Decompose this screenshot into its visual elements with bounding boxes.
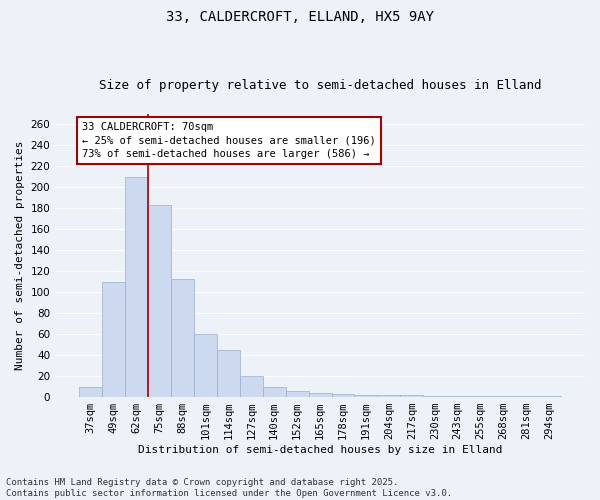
Bar — [469, 396, 492, 397]
Bar — [332, 394, 355, 397]
Bar — [446, 396, 469, 397]
Bar — [515, 396, 538, 397]
Bar — [171, 278, 194, 397]
Bar — [217, 350, 240, 397]
X-axis label: Distribution of semi-detached houses by size in Elland: Distribution of semi-detached houses by … — [138, 445, 502, 455]
Bar — [308, 393, 332, 397]
Bar — [194, 334, 217, 397]
Bar — [538, 396, 561, 397]
Bar — [400, 395, 423, 397]
Bar — [148, 205, 171, 397]
Bar — [286, 391, 308, 397]
Bar — [263, 386, 286, 397]
Bar — [102, 282, 125, 397]
Bar — [125, 177, 148, 397]
Bar — [423, 396, 446, 397]
Bar — [355, 395, 377, 397]
Bar — [492, 396, 515, 397]
Y-axis label: Number of semi-detached properties: Number of semi-detached properties — [15, 141, 25, 370]
Text: 33, CALDERCROFT, ELLAND, HX5 9AY: 33, CALDERCROFT, ELLAND, HX5 9AY — [166, 10, 434, 24]
Bar — [79, 386, 102, 397]
Title: Size of property relative to semi-detached houses in Elland: Size of property relative to semi-detach… — [99, 79, 541, 92]
Bar — [240, 376, 263, 397]
Text: Contains HM Land Registry data © Crown copyright and database right 2025.
Contai: Contains HM Land Registry data © Crown c… — [6, 478, 452, 498]
Bar — [377, 395, 400, 397]
Text: 33 CALDERCROFT: 70sqm
← 25% of semi-detached houses are smaller (196)
73% of sem: 33 CALDERCROFT: 70sqm ← 25% of semi-deta… — [82, 122, 376, 159]
